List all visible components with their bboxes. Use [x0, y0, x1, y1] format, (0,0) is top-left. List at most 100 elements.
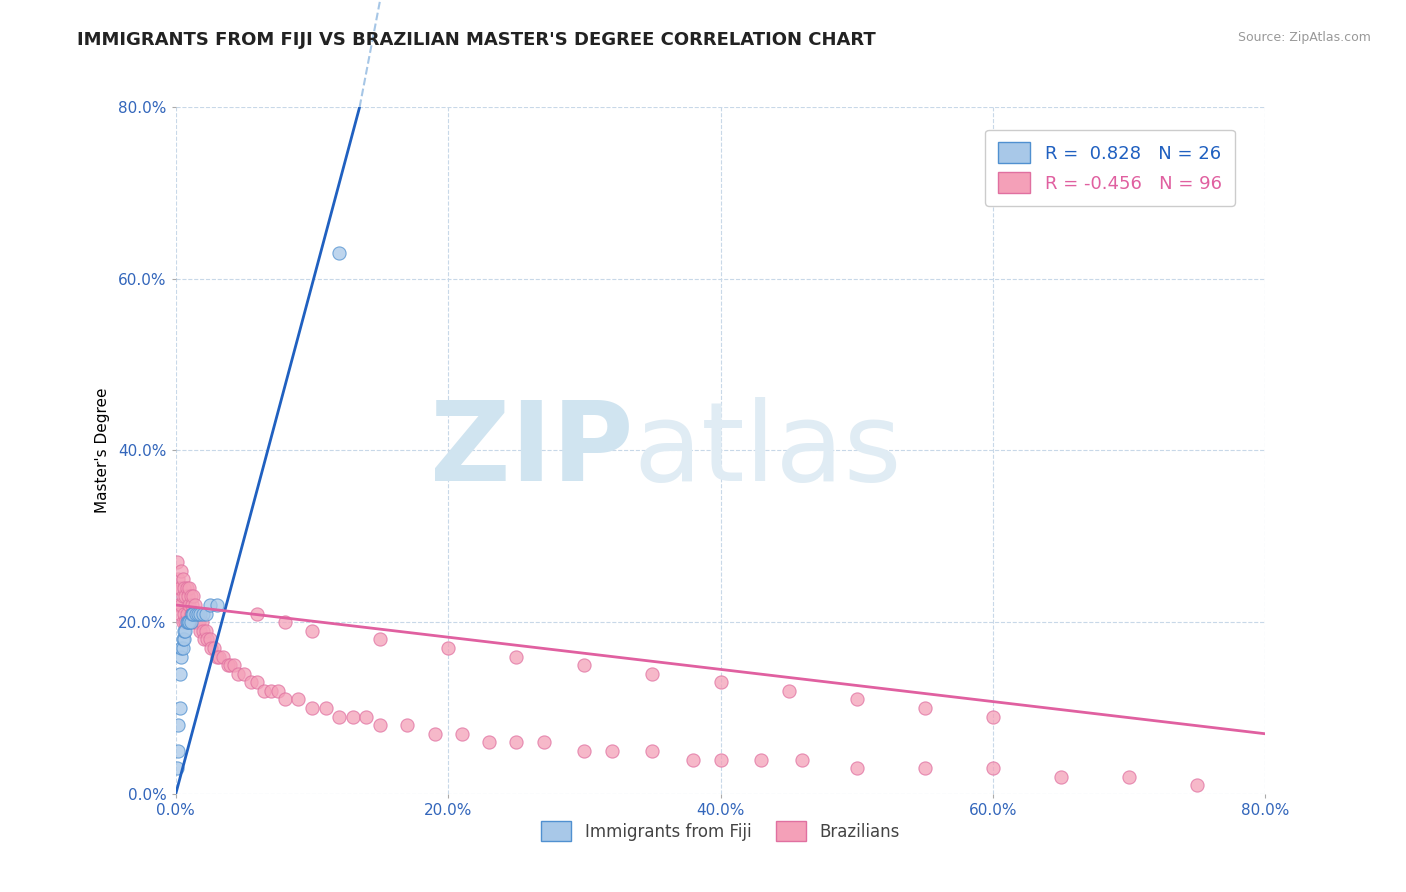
Point: [194, 607, 217, 621]
Point: [301, 701, 323, 715]
Point: [981, 709, 1004, 723]
Point: [170, 640, 193, 655]
Point: [183, 607, 205, 621]
Point: [166, 581, 188, 595]
Point: [224, 658, 246, 673]
Point: [186, 607, 208, 621]
Point: [423, 727, 446, 741]
Point: [176, 581, 198, 595]
Point: [186, 615, 208, 630]
Point: [191, 624, 214, 638]
Point: [342, 709, 364, 723]
Point: [184, 607, 207, 621]
Point: [184, 598, 207, 612]
Point: [368, 718, 391, 732]
Point: [202, 640, 225, 655]
Point: [173, 581, 195, 595]
Point: [172, 572, 194, 586]
Point: [177, 590, 200, 604]
Point: [205, 649, 228, 664]
Point: [845, 692, 868, 706]
Point: [710, 675, 733, 690]
Point: [274, 692, 297, 706]
Point: [174, 590, 197, 604]
Point: [574, 658, 596, 673]
Point: [232, 666, 254, 681]
Point: [260, 683, 283, 698]
Point: [191, 607, 214, 621]
Point: [181, 598, 204, 612]
Point: [169, 666, 191, 681]
Point: [173, 607, 195, 621]
Point: [253, 683, 276, 698]
Point: [186, 607, 208, 621]
Point: [315, 701, 337, 715]
Point: [356, 709, 378, 723]
Point: [1187, 778, 1209, 792]
Point: [1118, 770, 1140, 784]
Point: [751, 753, 773, 767]
Point: [170, 564, 193, 578]
Point: [396, 718, 419, 732]
Point: [208, 649, 231, 664]
Point: [217, 658, 239, 673]
Point: [478, 735, 501, 749]
Point: [914, 701, 936, 715]
Point: [188, 607, 211, 621]
Point: [228, 666, 250, 681]
Point: [172, 590, 194, 604]
Point: [177, 615, 200, 630]
Point: [188, 624, 211, 638]
Point: [176, 607, 198, 621]
Point: [176, 615, 198, 630]
Point: [167, 744, 190, 758]
Text: atlas: atlas: [633, 397, 901, 504]
Point: [641, 666, 664, 681]
Point: [179, 598, 201, 612]
Point: [267, 683, 290, 698]
Point: [187, 615, 209, 630]
Text: IMMIGRANTS FROM FIJI VS BRAZILIAN MASTER'S DEGREE CORRELATION CHART: IMMIGRANTS FROM FIJI VS BRAZILIAN MASTER…: [77, 31, 876, 49]
Point: [450, 727, 472, 741]
Point: [505, 735, 527, 749]
Point: [170, 598, 193, 612]
Point: [641, 744, 664, 758]
Point: [181, 607, 204, 621]
Point: [169, 701, 191, 715]
Point: [169, 581, 191, 595]
Point: [193, 632, 215, 647]
Point: [190, 615, 212, 630]
Point: [239, 675, 262, 690]
Point: [246, 607, 269, 621]
Point: [198, 632, 221, 647]
Point: [167, 598, 190, 612]
Point: [166, 761, 188, 775]
Point: [169, 607, 191, 621]
Point: [167, 572, 190, 586]
Point: [301, 624, 323, 638]
Point: [174, 615, 197, 630]
Point: [778, 683, 800, 698]
Point: [186, 607, 209, 621]
Point: [437, 640, 460, 655]
Point: [574, 744, 596, 758]
Point: [845, 761, 868, 775]
Point: [600, 744, 623, 758]
Legend: Immigrants from Fiji, Brazilians: Immigrants from Fiji, Brazilians: [534, 814, 907, 847]
Point: [219, 658, 242, 673]
Point: [792, 753, 814, 767]
Point: [328, 246, 350, 260]
Point: [183, 590, 205, 604]
Point: [172, 632, 194, 647]
Point: [180, 590, 202, 604]
Point: [195, 632, 218, 647]
Point: [179, 615, 201, 630]
Point: [328, 709, 350, 723]
Point: [1050, 770, 1073, 784]
Text: ZIP: ZIP: [430, 397, 633, 504]
Point: [177, 615, 200, 630]
Point: [212, 649, 235, 664]
Point: [179, 581, 201, 595]
Point: [172, 640, 194, 655]
Point: [180, 607, 202, 621]
